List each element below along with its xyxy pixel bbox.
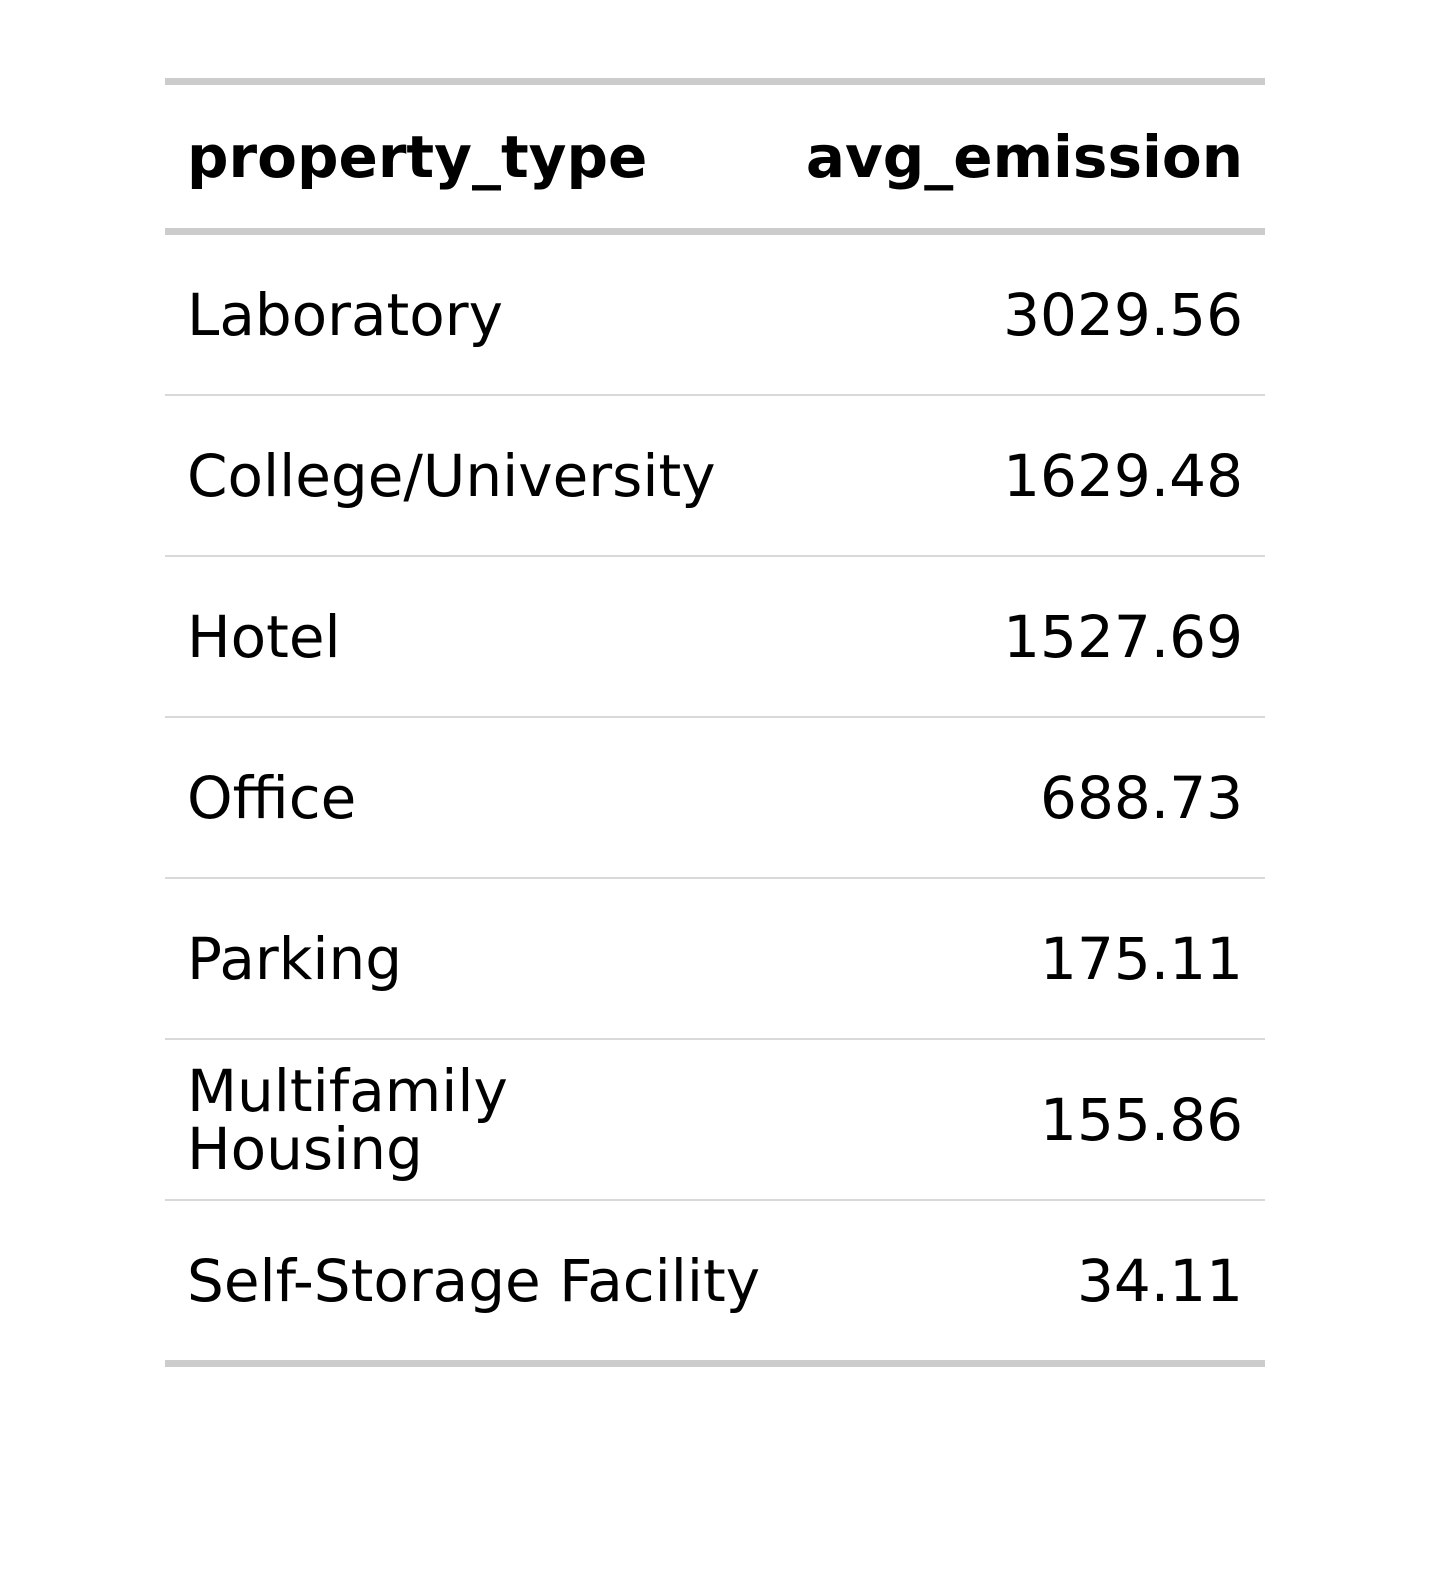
column-header-property-type: property_type bbox=[165, 81, 784, 235]
emission-table: property_type avg_emission Laboratory 30… bbox=[165, 78, 1265, 1367]
table-row: Office 688.73 bbox=[165, 717, 1265, 879]
column-header-avg-emission: avg_emission bbox=[783, 81, 1265, 235]
table-row: Parking 175.11 bbox=[165, 878, 1265, 1040]
table-row: College/University 1629.48 bbox=[165, 395, 1265, 557]
table-row: Laboratory 3029.56 bbox=[165, 231, 1265, 396]
table-row: Multifamily Housing 155.86 bbox=[165, 1039, 1265, 1201]
cell-avg-emission: 688.73 bbox=[783, 717, 1265, 879]
cell-property-type: College/University bbox=[165, 395, 784, 557]
cell-avg-emission: 155.86 bbox=[783, 1039, 1265, 1201]
table-row: Self-Storage Facility 34.11 bbox=[165, 1200, 1265, 1364]
table-header: property_type avg_emission bbox=[165, 81, 1265, 235]
cell-avg-emission: 175.11 bbox=[783, 878, 1265, 1040]
cell-property-type: Laboratory bbox=[165, 231, 784, 396]
cell-avg-emission: 1629.48 bbox=[783, 395, 1265, 557]
cell-avg-emission: 34.11 bbox=[1076, 1246, 1243, 1315]
cell-property-type: Parking bbox=[165, 878, 784, 1040]
data-table-container: property_type avg_emission Laboratory 30… bbox=[165, 78, 1265, 1367]
cell-property-type: Office bbox=[165, 717, 784, 879]
cell-property-type: Hotel bbox=[165, 556, 784, 718]
table-row: Hotel 1527.69 bbox=[165, 556, 1265, 718]
cell-avg-emission: 3029.56 bbox=[783, 231, 1265, 396]
cell-property-type: Multifamily Housing bbox=[165, 1039, 784, 1201]
cell-avg-emission: 1527.69 bbox=[783, 556, 1265, 718]
table-body: Laboratory 3029.56 College/University 16… bbox=[165, 231, 1265, 1364]
header-row: property_type avg_emission bbox=[165, 81, 1265, 235]
cell-property-type: Self-Storage Facility bbox=[187, 1246, 761, 1315]
